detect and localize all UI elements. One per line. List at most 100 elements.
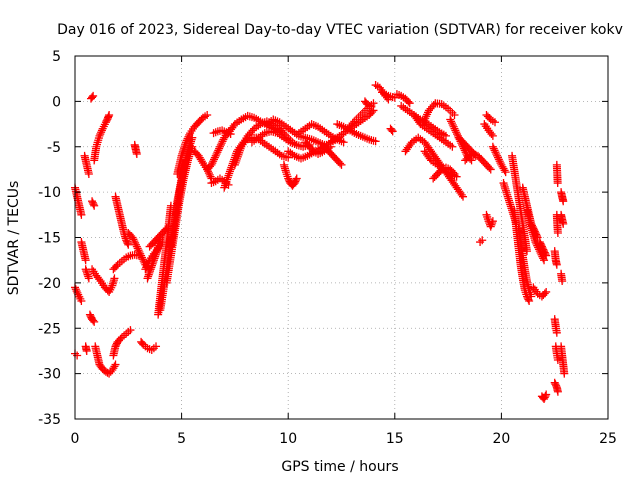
data-point xyxy=(493,153,502,162)
series-sat-ak xyxy=(279,160,301,190)
data-point xyxy=(449,122,458,131)
series-sat-s xyxy=(137,337,161,355)
data-point xyxy=(336,159,345,168)
data-point xyxy=(496,159,505,168)
data-point xyxy=(423,110,432,119)
data-point xyxy=(485,163,494,172)
data-point xyxy=(220,183,229,192)
series-sat-m xyxy=(91,342,120,378)
series-sat-aa xyxy=(173,110,212,178)
data-point xyxy=(339,138,348,147)
series-sat-bh xyxy=(480,120,497,140)
y-tick-label: 0 xyxy=(52,94,61,110)
data-point xyxy=(233,152,242,161)
data-point xyxy=(111,360,120,369)
data-point xyxy=(405,99,414,108)
data-point xyxy=(429,101,438,110)
data-point xyxy=(493,151,502,160)
series-sat-l xyxy=(90,110,114,165)
data-point xyxy=(292,174,301,183)
series-sat-i xyxy=(86,91,98,103)
data-point xyxy=(490,146,499,155)
series-sat-bu xyxy=(550,378,562,396)
data-point xyxy=(488,131,497,140)
chart-title: Day 016 of 2023, Sidereal Day-to-day VTE… xyxy=(57,22,623,38)
data-point xyxy=(139,257,148,266)
data-point xyxy=(181,138,190,147)
data-point xyxy=(553,387,562,396)
data-point xyxy=(110,274,119,283)
data-point xyxy=(97,126,106,135)
y-axis-label: SDTVAR / TECUs xyxy=(6,181,22,296)
data-point xyxy=(447,117,456,126)
data-point xyxy=(488,217,497,226)
series-sat-a xyxy=(71,183,86,219)
series-sat-bm xyxy=(508,151,531,256)
data-point xyxy=(406,140,415,149)
data-point xyxy=(137,253,146,262)
data-point xyxy=(137,251,146,260)
data-point xyxy=(367,102,376,111)
series-sat-av xyxy=(386,124,397,136)
data-point xyxy=(89,200,98,209)
y-tick-label: -5 xyxy=(47,140,61,156)
data-point xyxy=(123,239,132,248)
x-axis-label: GPS time / hours xyxy=(281,459,398,475)
data-point xyxy=(421,114,430,123)
data-point xyxy=(500,166,509,175)
x-tick-label: 25 xyxy=(599,431,617,447)
data-point xyxy=(97,128,106,137)
data-point xyxy=(89,91,98,100)
series-sat-ai xyxy=(247,127,314,151)
series-sat-bs xyxy=(535,238,551,260)
y-tick-label: 5 xyxy=(52,49,61,65)
data-point xyxy=(72,287,81,296)
data-point xyxy=(84,274,93,283)
data-point xyxy=(229,121,238,130)
data-point xyxy=(134,246,143,255)
data-point xyxy=(132,150,141,159)
data-point xyxy=(128,233,137,242)
data-point xyxy=(184,132,193,141)
data-point xyxy=(216,140,225,149)
data-point xyxy=(418,120,427,129)
data-point xyxy=(152,342,161,351)
series-sat-bc xyxy=(429,163,459,183)
data-point xyxy=(218,137,227,146)
data-point xyxy=(235,148,244,157)
data-point xyxy=(488,142,497,151)
series-sat-e xyxy=(80,151,93,178)
series-sat-b xyxy=(71,283,86,306)
data-point xyxy=(110,362,119,371)
y-tick-label: -10 xyxy=(38,185,61,201)
data-point xyxy=(553,356,562,365)
data-point xyxy=(208,159,217,168)
series-sat-bt xyxy=(537,390,551,404)
data-point xyxy=(542,390,551,399)
data-point xyxy=(495,157,504,166)
data-point xyxy=(135,248,144,257)
data-point xyxy=(371,137,380,146)
data-point xyxy=(425,154,434,163)
series-sat-bo xyxy=(514,224,536,301)
data-point xyxy=(388,127,397,136)
data-point xyxy=(183,134,192,143)
series-sat-bx xyxy=(550,247,561,269)
data-point xyxy=(84,169,93,178)
x-tick-label: 5 xyxy=(177,431,186,447)
data-point xyxy=(182,136,191,145)
data-point xyxy=(206,172,215,181)
data-point xyxy=(540,256,549,265)
series-sat-h xyxy=(85,310,99,326)
ticks-layer xyxy=(74,55,609,420)
series-sat-k xyxy=(88,265,119,296)
data-point xyxy=(449,168,458,177)
data-point xyxy=(452,128,461,137)
series-sat-am xyxy=(294,120,348,147)
data-point xyxy=(448,120,457,129)
data-point xyxy=(223,173,232,182)
x-tick-label: 10 xyxy=(279,431,297,447)
data-point xyxy=(116,334,125,343)
series-sat-ae xyxy=(209,126,235,139)
data-point xyxy=(88,93,97,102)
